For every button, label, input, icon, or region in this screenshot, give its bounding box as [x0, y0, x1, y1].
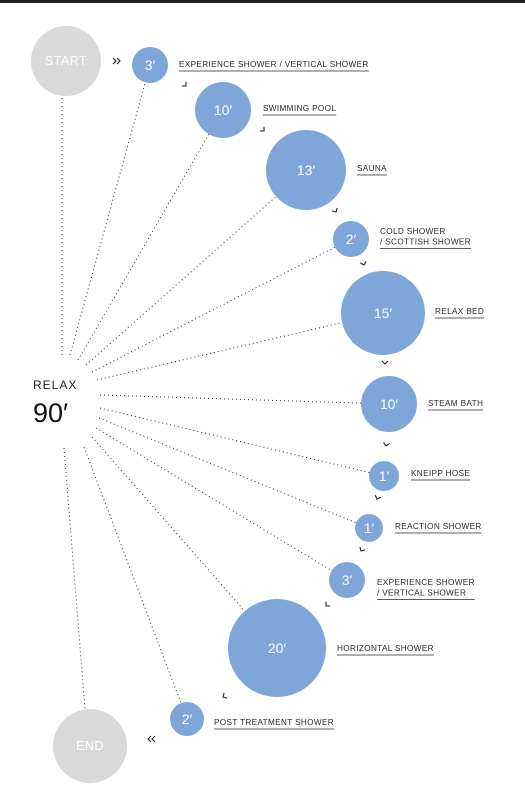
step-bubble-5 — [341, 271, 425, 355]
step-bubble-10 — [228, 599, 326, 697]
connector-step-4 — [91, 246, 336, 373]
start-circle — [31, 26, 101, 96]
step-time-9: 3′ — [342, 572, 353, 588]
chevron-6 — [383, 442, 390, 447]
step-time-6: 10′ — [380, 396, 399, 412]
step-time-4: 2′ — [346, 231, 357, 247]
chevron-10 — [222, 692, 228, 699]
step-bubble-6 — [361, 376, 417, 432]
connector-step-10 — [91, 436, 246, 612]
top-border — [0, 0, 525, 3]
step-label-2: SWIMMING POOL — [263, 104, 336, 113]
step-label-1: EXPERIENCE SHOWER / VERTICAL SHOWER — [179, 60, 369, 69]
terminals: START END — [31, 26, 127, 783]
step-label-3: SAUNA — [357, 164, 387, 173]
step-time-8: 1′ — [364, 520, 375, 536]
connector-step-7 — [99, 407, 370, 473]
step-time-10: 20′ — [268, 640, 287, 656]
connector-step-1 — [69, 82, 146, 356]
step-time-5: 15′ — [374, 305, 393, 321]
connector-step-8 — [98, 417, 357, 524]
step-time-3: 13′ — [297, 162, 316, 178]
end-double-chevron — [147, 735, 156, 743]
end-circle — [53, 709, 127, 783]
connector-lines — [61, 82, 370, 710]
connector-step-5 — [96, 322, 343, 381]
flow-chevrons — [112, 57, 390, 743]
chevron-9 — [325, 601, 331, 607]
step-label-8: REACTION SHOWER — [395, 522, 482, 531]
step-bubble-2 — [195, 82, 251, 138]
step-bubble-1 — [132, 47, 168, 83]
step-bubble-7 — [369, 461, 399, 491]
end-label: END — [76, 739, 104, 753]
connector-step-3 — [85, 196, 277, 366]
step-label-4: / SCOTTISH SHOWER — [380, 238, 471, 247]
chevron-5 — [381, 360, 389, 365]
step-time-2: 10′ — [214, 102, 233, 118]
step-label-7: KNEIPP HOSE — [411, 469, 470, 478]
step-bubble-3 — [266, 130, 346, 210]
chevron-7 — [374, 494, 382, 500]
connector-end — [63, 447, 86, 710]
step-label-9: / VERTICAL SHOWER — [377, 589, 466, 598]
chevron-4 — [360, 261, 367, 266]
chevron-1 — [181, 81, 187, 87]
connector-step-11 — [83, 446, 182, 704]
step-label-6: STEAM BATH — [428, 399, 483, 408]
step-label-11: POST TREATMENT SHOWER — [214, 718, 334, 727]
step-label-10: HORIZONTAL SHOWER — [337, 644, 434, 653]
step-bubble-8 — [355, 514, 383, 542]
connector-step-2 — [77, 133, 210, 361]
chevron-2 — [259, 126, 265, 132]
step-time-7: 1′ — [379, 468, 390, 484]
relax-title: RELAX — [33, 378, 78, 392]
start-label: START — [45, 54, 87, 68]
step-bubble-9 — [329, 562, 365, 598]
step-bubble-4 — [333, 221, 369, 257]
step-label-9: EXPERIENCE SHOWER — [377, 578, 475, 587]
relax-total-time: 90′ — [33, 398, 69, 428]
chevron-3 — [331, 207, 338, 213]
step-label-5: RELAX BED — [435, 307, 484, 316]
step-labels: EXPERIENCE SHOWER / VERTICAL SHOWER SWIMM… — [179, 60, 485, 730]
connector-step-6 — [99, 394, 362, 404]
step-bubbles: 3′ 10′ 13′ 2′ 15′ 10′ 1′ 1′ 3′ 20′ 2′ — [132, 47, 425, 736]
step-label-4: COLD SHOWER — [380, 227, 446, 236]
step-time-11: 2′ — [182, 711, 193, 727]
chevron-8 — [359, 546, 366, 552]
start-double-chevron — [112, 57, 121, 65]
connector-step-9 — [95, 427, 332, 572]
step-bubble-11 — [170, 702, 204, 736]
step-time-1: 3′ — [145, 57, 156, 73]
